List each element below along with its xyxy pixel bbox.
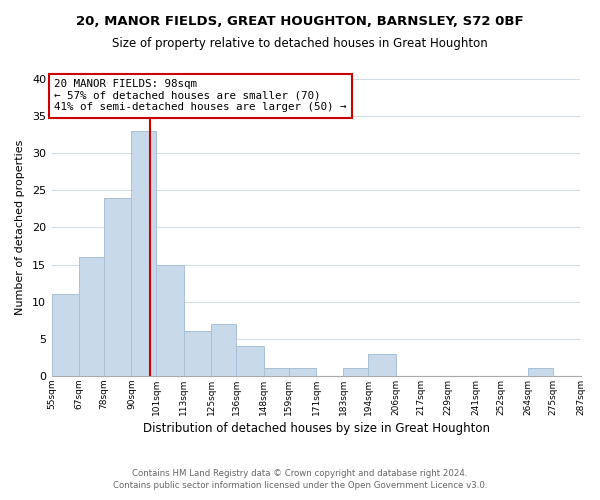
Bar bbox=[236, 346, 263, 376]
Y-axis label: Number of detached properties: Number of detached properties bbox=[15, 140, 25, 315]
Bar bbox=[343, 368, 368, 376]
Bar bbox=[131, 131, 157, 376]
Bar bbox=[79, 257, 104, 376]
Bar bbox=[368, 354, 396, 376]
Text: Contains public sector information licensed under the Open Government Licence v3: Contains public sector information licen… bbox=[113, 481, 487, 490]
Bar bbox=[52, 294, 79, 376]
Text: Contains HM Land Registry data © Crown copyright and database right 2024.: Contains HM Land Registry data © Crown c… bbox=[132, 468, 468, 477]
Bar bbox=[528, 368, 553, 376]
Text: Size of property relative to detached houses in Great Houghton: Size of property relative to detached ho… bbox=[112, 38, 488, 51]
X-axis label: Distribution of detached houses by size in Great Houghton: Distribution of detached houses by size … bbox=[143, 422, 490, 435]
Bar bbox=[211, 324, 236, 376]
Bar bbox=[184, 332, 211, 376]
Bar bbox=[104, 198, 131, 376]
Bar bbox=[157, 264, 184, 376]
Bar bbox=[263, 368, 289, 376]
Text: 20 MANOR FIELDS: 98sqm
← 57% of detached houses are smaller (70)
41% of semi-det: 20 MANOR FIELDS: 98sqm ← 57% of detached… bbox=[54, 79, 347, 112]
Text: 20, MANOR FIELDS, GREAT HOUGHTON, BARNSLEY, S72 0BF: 20, MANOR FIELDS, GREAT HOUGHTON, BARNSL… bbox=[76, 15, 524, 28]
Bar bbox=[289, 368, 316, 376]
